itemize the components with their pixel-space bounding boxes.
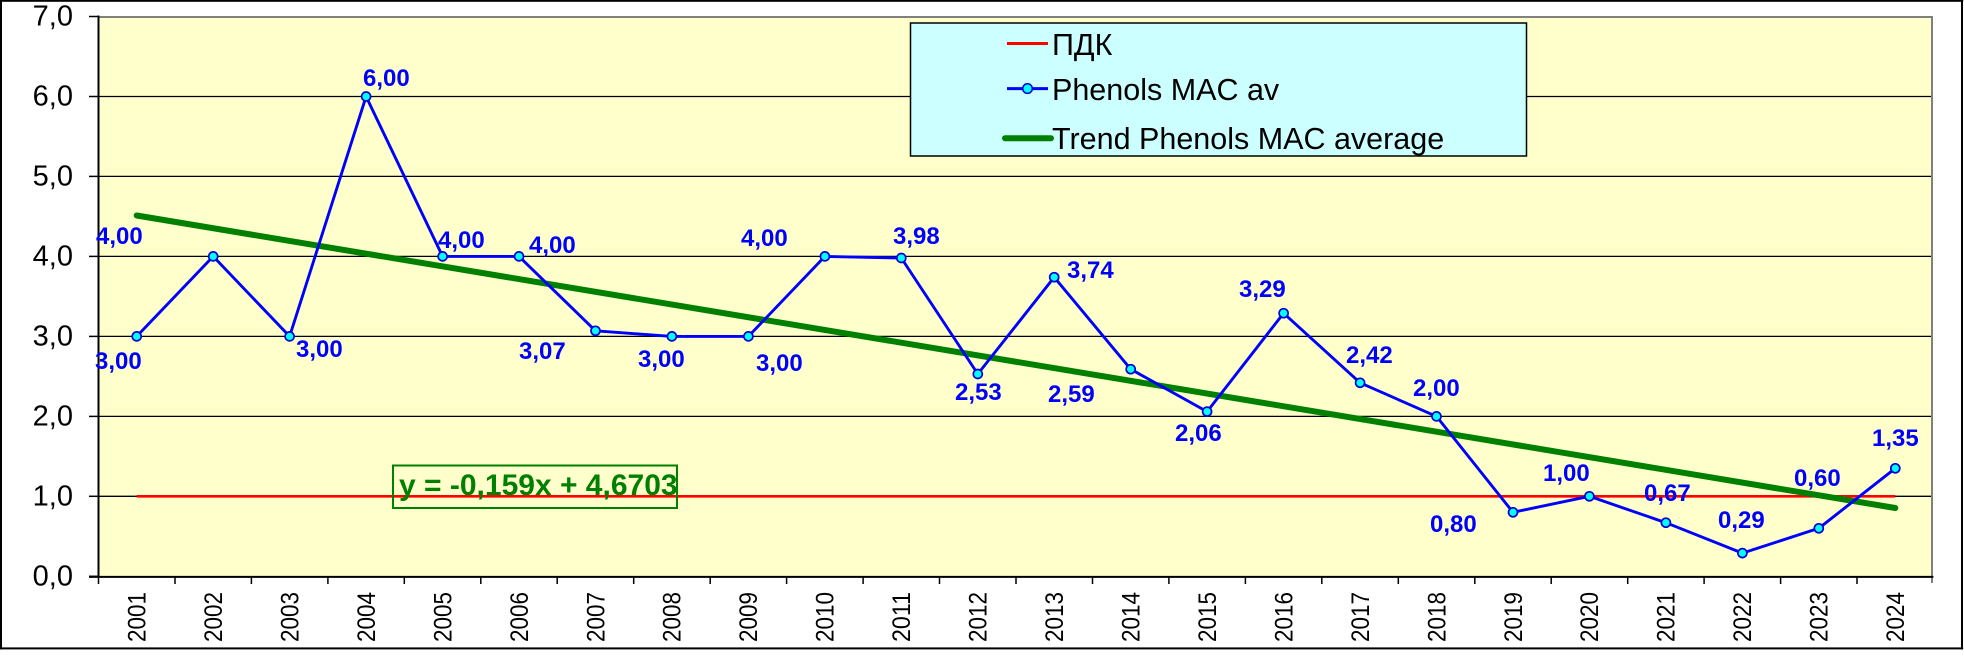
svg-text:1,00: 1,00 xyxy=(1543,460,1590,487)
svg-text:0,29: 0,29 xyxy=(1718,507,1765,534)
svg-text:2020: 2020 xyxy=(1576,592,1604,642)
svg-text:0,0: 0,0 xyxy=(33,560,73,592)
svg-text:3,00: 3,00 xyxy=(638,346,685,373)
svg-text:2010: 2010 xyxy=(812,592,840,642)
svg-text:6,0: 6,0 xyxy=(33,81,73,113)
svg-text:3,00: 3,00 xyxy=(95,348,142,375)
svg-text:2024: 2024 xyxy=(1882,592,1910,642)
svg-text:2003: 2003 xyxy=(276,592,304,642)
svg-text:4,0: 4,0 xyxy=(33,240,73,272)
svg-text:ПДК: ПДК xyxy=(1052,28,1113,62)
svg-text:2012: 2012 xyxy=(965,592,993,642)
svg-text:2005: 2005 xyxy=(429,592,457,642)
svg-text:0,67: 0,67 xyxy=(1644,480,1691,507)
svg-text:2022: 2022 xyxy=(1729,592,1757,642)
svg-text:Trend Phenols MAC average: Trend Phenols MAC average xyxy=(1052,122,1444,156)
svg-text:2009: 2009 xyxy=(735,592,763,642)
svg-text:4,00: 4,00 xyxy=(741,225,788,252)
svg-text:2014: 2014 xyxy=(1118,592,1146,642)
svg-text:3,29: 3,29 xyxy=(1239,276,1286,303)
svg-text:0,60: 0,60 xyxy=(1794,465,1841,492)
svg-text:2,53: 2,53 xyxy=(955,379,1002,406)
svg-text:2,59: 2,59 xyxy=(1048,381,1095,408)
svg-text:2,06: 2,06 xyxy=(1175,420,1222,447)
svg-text:3,0: 3,0 xyxy=(33,320,73,352)
svg-text:y = -0,159x + 4,6703: y = -0,159x + 4,6703 xyxy=(399,469,678,502)
svg-text:3,00: 3,00 xyxy=(756,350,803,377)
svg-text:2011: 2011 xyxy=(888,592,916,642)
svg-text:2002: 2002 xyxy=(200,592,228,642)
svg-text:3,00: 3,00 xyxy=(296,336,343,363)
svg-text:2016: 2016 xyxy=(1270,592,1298,642)
svg-text:0,80: 0,80 xyxy=(1430,511,1477,538)
svg-text:4,00: 4,00 xyxy=(96,223,143,250)
svg-text:2013: 2013 xyxy=(1041,592,1069,642)
svg-text:4,00: 4,00 xyxy=(438,227,485,254)
svg-text:6,00: 6,00 xyxy=(363,65,410,92)
svg-text:2001: 2001 xyxy=(124,592,152,642)
svg-text:2015: 2015 xyxy=(1194,592,1222,642)
svg-text:7,0: 7,0 xyxy=(33,1,73,33)
svg-text:3,98: 3,98 xyxy=(893,223,940,250)
svg-text:2019: 2019 xyxy=(1500,592,1528,642)
svg-text:2008: 2008 xyxy=(659,592,687,642)
svg-text:2,00: 2,00 xyxy=(1413,375,1460,402)
svg-text:3,07: 3,07 xyxy=(519,338,566,365)
svg-text:2,0: 2,0 xyxy=(33,400,73,432)
svg-text:2007: 2007 xyxy=(582,592,610,642)
svg-text:Phenols MAC av: Phenols MAC av xyxy=(1052,73,1280,107)
svg-text:5,0: 5,0 xyxy=(33,160,73,192)
svg-text:2,42: 2,42 xyxy=(1346,342,1393,369)
svg-text:2017: 2017 xyxy=(1347,592,1375,642)
svg-text:2006: 2006 xyxy=(506,592,534,642)
svg-text:2021: 2021 xyxy=(1653,592,1681,642)
svg-text:1,0: 1,0 xyxy=(33,480,73,512)
svg-text:1,35: 1,35 xyxy=(1872,425,1919,452)
svg-text:3,74: 3,74 xyxy=(1067,257,1114,284)
svg-text:4,00: 4,00 xyxy=(529,232,576,259)
svg-text:2004: 2004 xyxy=(353,592,381,642)
svg-text:2018: 2018 xyxy=(1423,592,1451,642)
svg-text:2023: 2023 xyxy=(1806,592,1834,642)
